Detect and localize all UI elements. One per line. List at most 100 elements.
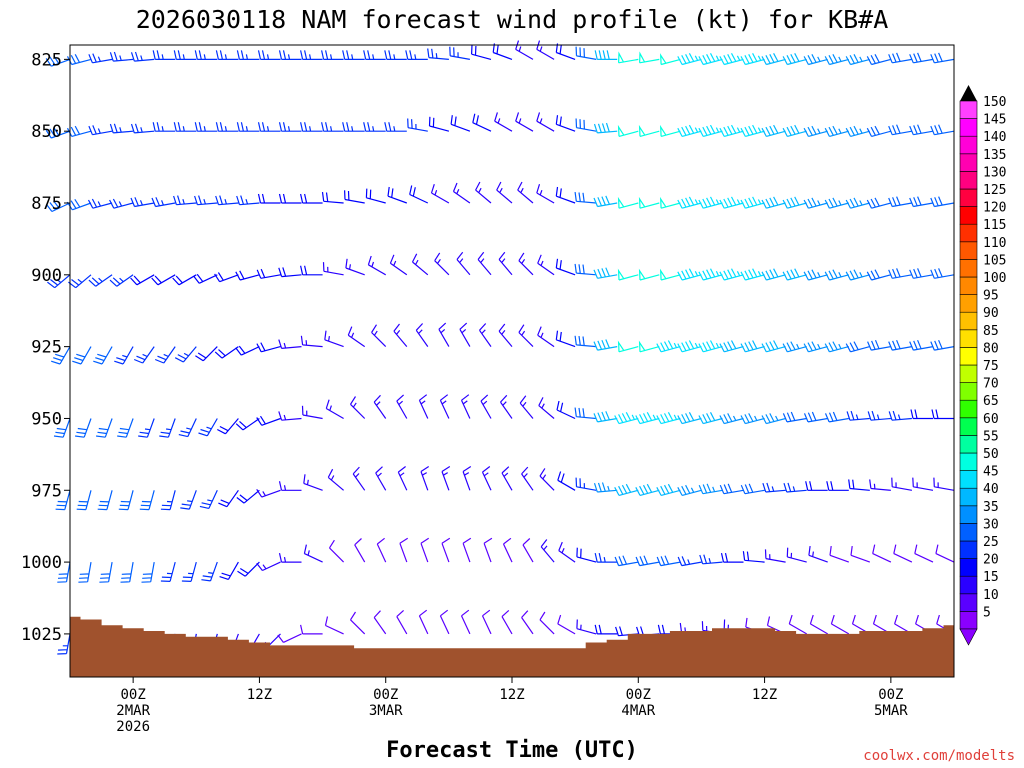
wind-barb [109, 51, 134, 62]
wind-barb-stroke [888, 410, 912, 421]
wind-barb-stroke [830, 614, 850, 635]
wind-barb [256, 268, 281, 279]
colorbar-label: 80 [983, 341, 999, 356]
wind-barb-stroke [498, 251, 513, 276]
wind-barb-stroke [555, 258, 576, 276]
wind-barb-stroke [45, 127, 71, 139]
wind-barb-stroke [761, 124, 786, 137]
wind-barb [152, 50, 176, 60]
colorbar-label: 145 [983, 113, 1006, 128]
wind-barb [782, 53, 807, 66]
wind-barb-stroke [866, 125, 892, 137]
wind-barb-stroke [371, 324, 387, 348]
wind-barb [930, 124, 955, 136]
wind-barb [57, 633, 71, 655]
wind-barb-stroke [930, 52, 955, 64]
wind-barb [575, 477, 597, 491]
wind-barb-stroke [909, 268, 934, 279]
wind-barb-stroke [824, 269, 849, 281]
colorbar-label: 10 [983, 588, 999, 603]
wind-barb [173, 195, 197, 206]
wind-barb [537, 326, 555, 348]
wind-barb [617, 340, 639, 353]
wind-barb-stroke [719, 483, 744, 495]
wind-barb-stroke [471, 44, 492, 60]
wind-barb-stroke [460, 609, 471, 635]
wind-barb [931, 409, 954, 420]
wind-barb-stroke [824, 341, 849, 353]
colorbar-label: 95 [983, 289, 999, 304]
wind-barb [462, 537, 472, 563]
wind-barb [521, 610, 534, 635]
wind-barb [322, 262, 344, 276]
colorbar-label: 120 [983, 201, 1006, 216]
wind-barb [173, 50, 197, 60]
wind-barb [301, 405, 323, 420]
wind-barb-stroke [594, 552, 618, 563]
colorbar-swatch [959, 347, 978, 366]
wind-barb-stroke [677, 484, 702, 496]
wind-barb-stroke [740, 268, 765, 281]
wind-barb-stroke [638, 124, 660, 137]
wind-barb [300, 193, 323, 204]
wind-barb-stroke [257, 193, 281, 204]
wind-barb-stroke [256, 415, 281, 426]
wind-barb-stroke [719, 340, 744, 353]
colorbar-label: 110 [983, 236, 1006, 251]
wind-barb [367, 255, 387, 276]
wind-barb [173, 122, 197, 132]
wind-barb-stroke [117, 418, 134, 438]
wind-barb-stroke [867, 339, 892, 351]
wind-barb [154, 346, 176, 364]
wind-barb [428, 116, 450, 132]
wind-barb-stroke [389, 254, 408, 276]
wind-barb [483, 537, 493, 563]
wind-barb-stroke [173, 195, 197, 206]
colorbar-label: 50 [983, 447, 999, 462]
wind-barb [782, 196, 807, 209]
wind-barb-stroke [617, 124, 639, 137]
wind-barb [278, 411, 302, 421]
wind-barb-stroke [439, 394, 450, 419]
y-tick-label: 1000 [21, 553, 62, 573]
wind-barb-stroke [235, 345, 260, 356]
wind-barb [97, 490, 113, 511]
wind-barb [300, 624, 323, 635]
wind-barb [824, 269, 849, 281]
wind-barb-stroke [278, 193, 302, 204]
colorbar-label: 40 [983, 482, 999, 497]
wind-barb [236, 122, 260, 132]
wind-barb [160, 561, 176, 582]
wind-barb-stroke [303, 474, 323, 491]
wind-barb [824, 125, 849, 137]
wind-barb-stroke [617, 268, 639, 281]
wind-barb-stroke [593, 339, 618, 351]
colorbar-swatch [959, 417, 978, 436]
wind-barb-stroke [342, 122, 365, 132]
wind-barb [614, 483, 639, 496]
wind-barb [740, 53, 765, 66]
wind-barb [399, 537, 409, 563]
wind-barb [677, 268, 702, 281]
wind-barb [300, 50, 323, 60]
wind-barb [677, 196, 702, 209]
wind-barb-stroke [660, 196, 681, 209]
wind-barb-stroke [824, 54, 849, 66]
wind-barb-stroke [538, 397, 555, 419]
wind-barb [420, 537, 430, 563]
wind-barb-stroke [475, 181, 492, 204]
wind-barb-stroke [373, 394, 387, 419]
wind-barb [719, 124, 744, 137]
wind-barb-stroke [593, 267, 618, 279]
wind-barb [782, 124, 807, 137]
wind-barb [845, 341, 870, 353]
wind-barb-stroke [635, 412, 660, 425]
wind-barb-stroke [354, 538, 366, 563]
wind-barb [740, 124, 765, 137]
wind-barb [342, 50, 365, 60]
wind-barb-stroke [88, 274, 113, 287]
colorbar-swatch [959, 435, 978, 454]
wind-barb [909, 124, 934, 136]
wind-barb [496, 181, 513, 204]
wind-barb [740, 340, 765, 353]
